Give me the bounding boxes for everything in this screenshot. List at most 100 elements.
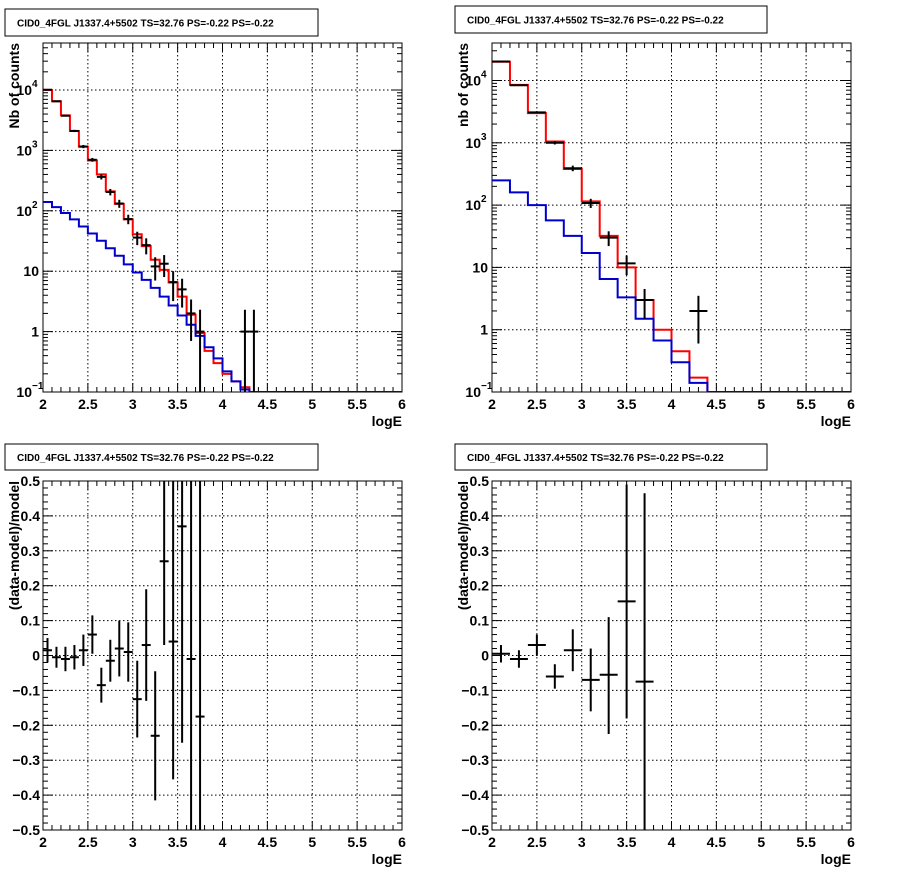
- y-tick-label: 10: [16, 82, 32, 98]
- data-point: [43, 638, 52, 663]
- y-tick-label: −0.3: [12, 752, 40, 768]
- x-tick-label: 5.5: [796, 834, 816, 850]
- y-tick-label: 10: [465, 384, 481, 400]
- x-tick-label: 3: [129, 396, 137, 412]
- x-tick-label: 6: [847, 834, 855, 850]
- x-tick-label: 4.5: [258, 834, 278, 850]
- x-tick-label: 3: [578, 834, 586, 850]
- y-tick-label: −0.5: [12, 822, 40, 838]
- data-point: [177, 278, 187, 308]
- data-point: [69, 129, 79, 133]
- data-point: [51, 646, 61, 668]
- y-tick-label: −0.3: [461, 752, 489, 768]
- x-tick-label: 6: [398, 834, 406, 850]
- x-tick-label: 2: [39, 834, 47, 850]
- x-tick-label: 4: [668, 834, 676, 850]
- data-point: [617, 484, 636, 719]
- x-tick-label: 5: [308, 396, 316, 412]
- data-point: [186, 481, 196, 830]
- data-point: [123, 214, 133, 225]
- data-point: [195, 309, 205, 392]
- y-tick-exponent: 2: [32, 200, 38, 211]
- y-tick-label: 0.4: [470, 508, 490, 524]
- data-point: [168, 481, 178, 780]
- data-point: [581, 198, 600, 208]
- chart-title: CID0_4FGL J1337.4+5502 TS=32.76 PS=-0.22…: [17, 453, 274, 464]
- x-tick-label: 5: [757, 834, 765, 850]
- tick-labels: 2 2.5 3 3.5 4 4.5 5 5.5 6 −0.5 −0.4 −0.3 −0.2 −0.1 0 0.…: [461, 473, 855, 850]
- x-tick-label: 3.5: [168, 834, 188, 850]
- y-tick-label: 10: [23, 263, 39, 279]
- plot-area: [492, 60, 851, 392]
- x-tick-label: 5.5: [347, 396, 367, 412]
- x-tick-label: 4: [219, 834, 227, 850]
- y-tick-label: 10: [465, 135, 481, 151]
- y-tick-exponent: 4: [481, 70, 487, 81]
- y-tick-exponent: 2: [481, 194, 487, 205]
- y-tick-label: 0.5: [21, 473, 41, 489]
- data-point: [150, 671, 160, 801]
- data-point: [87, 615, 97, 654]
- title-frame: [4, 8, 319, 37]
- plot-area: [43, 481, 205, 830]
- x-tick-label: 6: [847, 396, 855, 412]
- data-point: [141, 238, 151, 255]
- data-point: [60, 114, 70, 117]
- y-tick-label: 0.3: [470, 543, 490, 559]
- x-tick-label: 4.5: [707, 396, 727, 412]
- title-frame: [454, 443, 768, 471]
- data-point: [249, 309, 259, 392]
- data-point: [168, 271, 178, 302]
- title-frame: [454, 5, 768, 34]
- axis-ticks: [42, 42, 403, 393]
- plot-frame: [491, 480, 852, 831]
- chart-title-box: CID0_4FGL J1337.4+5502 TS=32.76 PS=-0.22…: [4, 8, 319, 37]
- y-tick-label: 10: [472, 259, 488, 275]
- data-point: [105, 639, 115, 682]
- chart-panel-4: 2 2.5 3 3.5 4 4.5 5 5.5 6 −0.5 −0.4 −0.3 −0.2 −0.1 0 0.…: [454, 443, 855, 867]
- data-point: [492, 60, 510, 63]
- data-point: [563, 629, 582, 672]
- y-tick-label: 0.2: [470, 578, 490, 594]
- y-tick-label: 0.3: [21, 543, 41, 559]
- y-tick-label: 0: [32, 648, 40, 664]
- y-tick-label: −0.4: [461, 787, 489, 803]
- chart-title-box: CID0_4FGL J1337.4+5502 TS=32.76 PS=-0.22…: [454, 443, 768, 471]
- data-point: [195, 481, 205, 830]
- data-point: [159, 481, 169, 646]
- y-tick-exponent: −1: [32, 381, 44, 392]
- y-tick-label: 10: [16, 142, 32, 158]
- data-point: [159, 255, 169, 278]
- data-point: [599, 231, 618, 247]
- y-tick-exponent: −1: [481, 381, 493, 392]
- data-point: [43, 88, 52, 91]
- chart-title: CID0_4FGL J1337.4+5502 TS=32.76 PS=-0.22…: [467, 453, 724, 464]
- data-point: [527, 111, 546, 114]
- y-axis-title: nb of counts: [455, 43, 471, 127]
- grid-lines: [43, 43, 402, 392]
- data-point: [132, 231, 142, 246]
- y-tick-label: 0.4: [21, 508, 41, 524]
- y-tick-label: 0.5: [470, 473, 490, 489]
- data-point: [150, 257, 160, 281]
- data-point: [141, 589, 151, 701]
- data-point: [689, 295, 708, 344]
- y-tick-label: 0.2: [21, 578, 41, 594]
- data-point: [177, 481, 187, 743]
- x-tick-label: 2: [488, 834, 496, 850]
- series-line-source-model: [492, 179, 851, 392]
- x-tick-label: 4.5: [258, 396, 278, 412]
- data-point: [69, 645, 79, 670]
- data-point: [240, 309, 250, 392]
- x-tick-label: 3.5: [617, 396, 637, 412]
- y-tick-label: −0.2: [461, 717, 489, 733]
- plot-area: [43, 88, 402, 392]
- y-tick-label: 10: [465, 197, 481, 213]
- y-tick-label: 0.1: [470, 613, 490, 629]
- data-point: [96, 174, 106, 180]
- data-point: [60, 646, 70, 672]
